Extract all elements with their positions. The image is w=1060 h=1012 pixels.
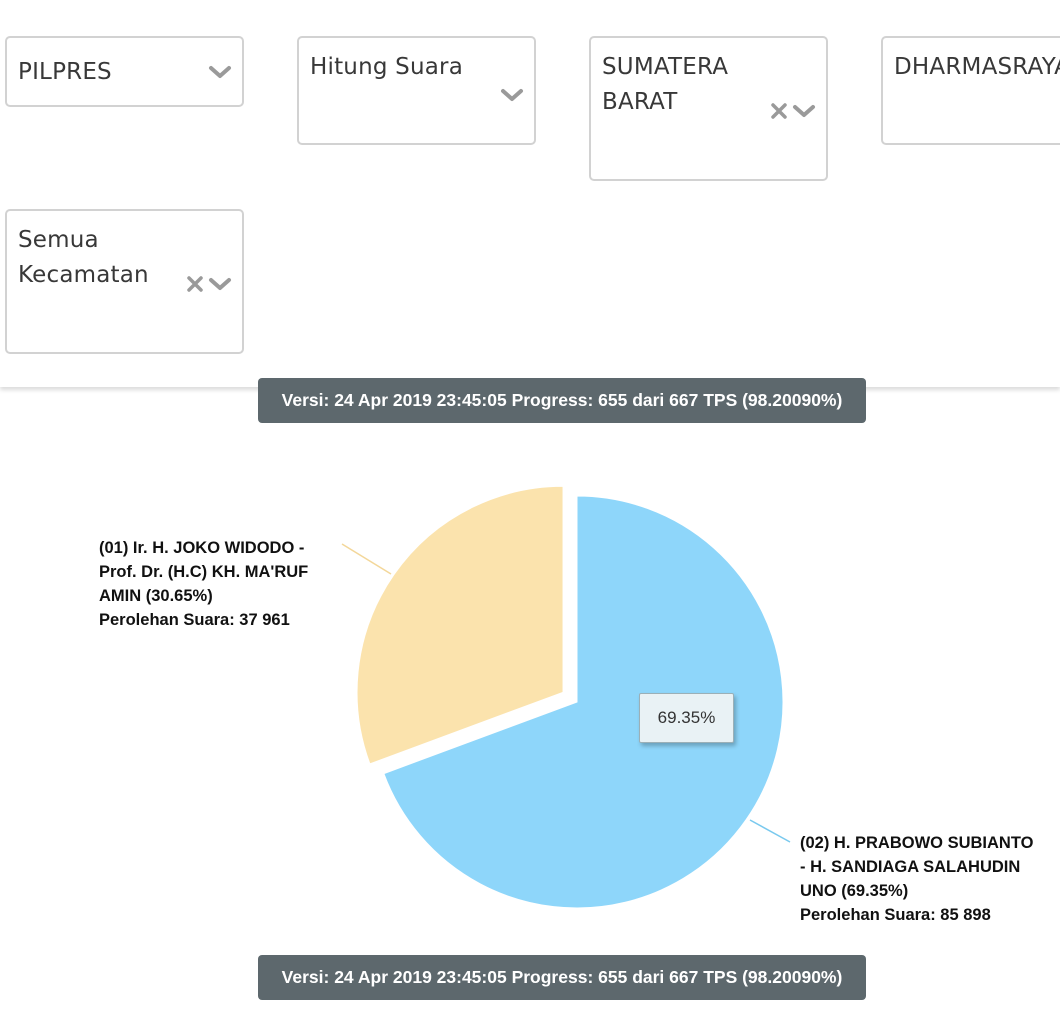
filter-panel: PILPRES Hitung Suara SUMATERA BARAT DHAR… xyxy=(0,0,1060,387)
regency-select[interactable]: DHARMASRAYA xyxy=(881,36,1060,145)
status-badge-top: Versi: 24 Apr 2019 23:45:05 Progress: 65… xyxy=(258,378,866,423)
district-value: Semua Kecamatan xyxy=(18,227,149,288)
pie-label-01: (01) Ir. H. JOKO WIDODO - Prof. Dr. (H.C)… xyxy=(99,536,308,632)
pie-label-line: (02) H. PRABOWO SUBIANTO xyxy=(800,834,1034,852)
clear-icon[interactable] xyxy=(186,275,204,293)
pie-label-line: UNO (69.35%) xyxy=(800,882,909,900)
status-badge-bottom: Versi: 24 Apr 2019 23:45:05 Progress: 65… xyxy=(258,955,866,1000)
pie-label-line: Perolehan Suara: 85 898 xyxy=(800,906,991,924)
chevron-down-icon[interactable] xyxy=(792,104,816,118)
data-type-select[interactable]: Hitung Suara xyxy=(297,36,536,145)
pie-label-line: Prof. Dr. (H.C) KH. MA'RUF xyxy=(99,563,309,581)
pie-label-line: Perolehan Suara: 37 961 xyxy=(99,611,290,629)
pie-slice-2[interactable] xyxy=(383,495,784,909)
data-type-value: Hitung Suara xyxy=(310,54,463,80)
pie-label-02: (02) H. PRABOWO SUBIANTO - H. SANDIAGA SA… xyxy=(800,831,1033,927)
leader-line xyxy=(749,819,791,843)
province-select[interactable]: SUMATERA BARAT xyxy=(589,36,828,181)
clear-icon[interactable] xyxy=(770,102,788,120)
pie-label-line: AMIN (30.65%) xyxy=(99,587,213,605)
leader-line xyxy=(341,543,392,575)
election-type-select[interactable]: PILPRES xyxy=(5,36,244,107)
pie-tooltip: 69.35% xyxy=(639,693,734,743)
chevron-down-icon[interactable] xyxy=(208,277,232,291)
pie-label-line: - H. SANDIAGA SALAHUDIN xyxy=(800,858,1021,876)
province-value: SUMATERA BARAT xyxy=(602,54,729,115)
district-select[interactable]: Semua Kecamatan xyxy=(5,209,244,354)
regency-value: DHARMASRAYA xyxy=(894,54,1060,80)
pie-slice-1[interactable] xyxy=(356,485,564,765)
chevron-down-icon[interactable] xyxy=(500,88,524,102)
pie-label-line: (01) Ir. H. JOKO WIDODO - xyxy=(99,539,305,557)
chevron-down-icon[interactable] xyxy=(208,65,232,79)
election-type-value: PILPRES xyxy=(18,59,112,85)
